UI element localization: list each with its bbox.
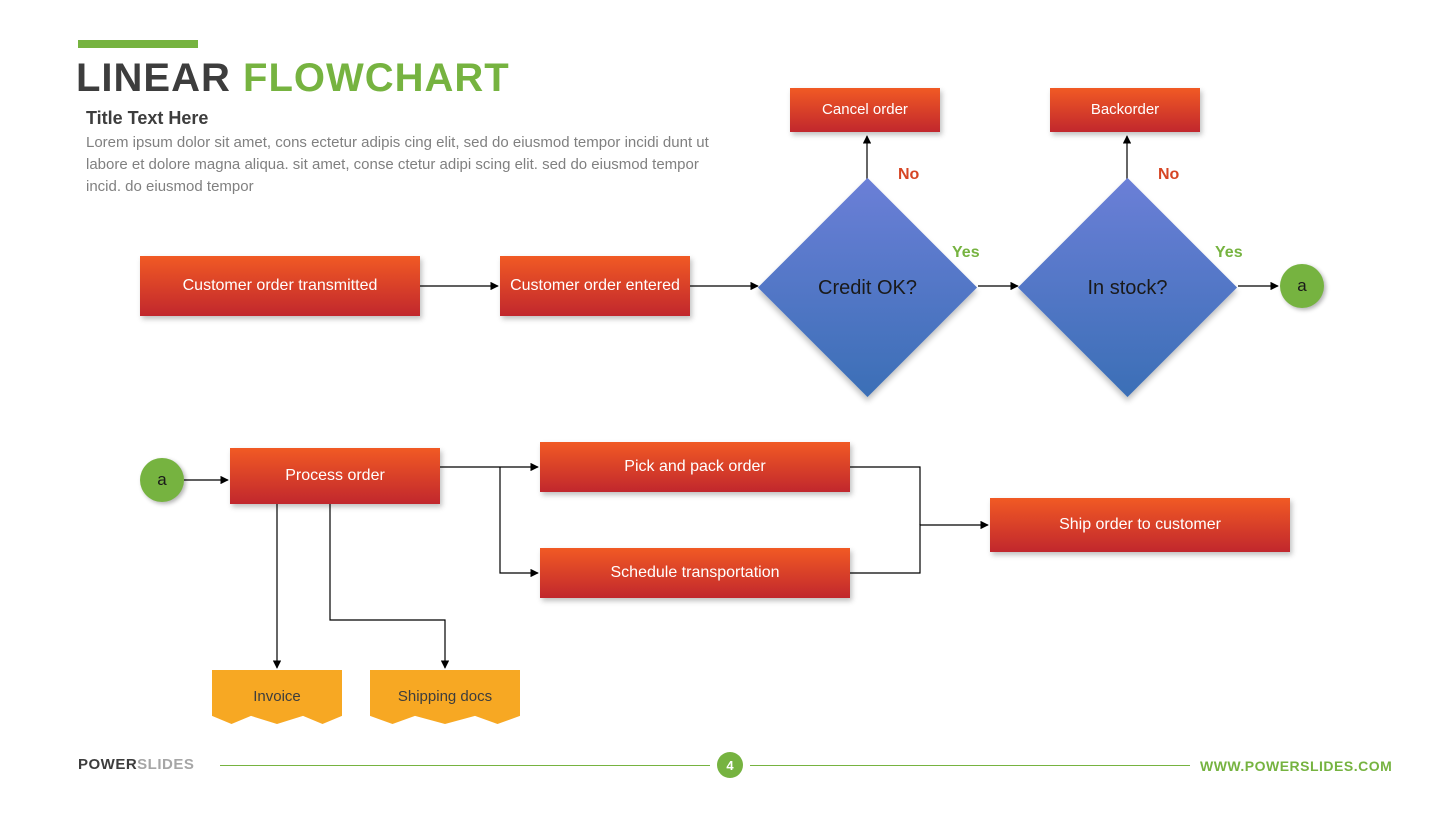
node-customer-order-entered: Customer order entered: [500, 256, 690, 316]
brand-part-1: POWER: [78, 756, 137, 773]
node-label: Credit OK?: [818, 276, 917, 300]
node-ship-order: Ship order to customer: [990, 498, 1290, 552]
edge-label-yes-1: Yes: [952, 244, 980, 262]
node-shipping-docs: Shipping docs: [370, 670, 520, 724]
node-label: Backorder: [1091, 101, 1159, 120]
node-label: Invoice: [253, 688, 301, 707]
node-credit-ok: Credit OK?: [790, 210, 945, 365]
node-label: Shipping docs: [398, 688, 492, 707]
node-customer-order-transmitted: Customer order transmitted: [140, 256, 420, 316]
node-label: Ship order to customer: [1059, 515, 1221, 535]
node-label: Process order: [285, 466, 385, 486]
title-word-1: LINEAR: [76, 56, 231, 100]
edge-label-yes-2: Yes: [1215, 244, 1243, 262]
connector-label: a: [157, 470, 166, 490]
node-schedule-transportation: Schedule transportation: [540, 548, 850, 598]
slide-title: LINEAR FLOWCHART: [76, 56, 510, 101]
slide: LINEAR FLOWCHART Title Text Here Lorem i…: [0, 0, 1450, 814]
accent-bar: [78, 40, 198, 48]
footer-url: WWW.POWERSLIDES.COM: [1200, 758, 1392, 774]
connector-label: a: [1297, 276, 1306, 296]
node-pick-and-pack: Pick and pack order: [540, 442, 850, 492]
node-invoice: Invoice: [212, 670, 342, 724]
title-word-2: FLOWCHART: [243, 56, 510, 100]
page-number-text: 4: [726, 758, 733, 773]
brand-part-2: SLIDES: [137, 756, 194, 773]
node-backorder: Backorder: [1050, 88, 1200, 132]
edge-label-no-1: No: [898, 166, 919, 184]
footer-brand: POWERSLIDES: [78, 756, 194, 773]
node-label: Customer order entered: [510, 276, 680, 296]
subtitle: Title Text Here: [86, 108, 208, 129]
node-in-stock: In stock?: [1050, 210, 1205, 365]
connector-a-end: a: [1280, 264, 1324, 308]
node-label: Cancel order: [822, 101, 908, 120]
node-cancel-order: Cancel order: [790, 88, 940, 132]
connector-a-start: a: [140, 458, 184, 502]
footer-line-right: [750, 765, 1190, 766]
node-label: Schedule transportation: [611, 563, 780, 583]
footer-line-left: [220, 765, 710, 766]
node-label: Pick and pack order: [624, 457, 765, 477]
edge-label-no-2: No: [1158, 166, 1179, 184]
page-number: 4: [717, 752, 743, 778]
body-text: Lorem ipsum dolor sit amet, cons ectetur…: [86, 132, 726, 197]
node-label: Customer order transmitted: [183, 276, 378, 296]
node-label: In stock?: [1087, 276, 1167, 300]
node-process-order: Process order: [230, 448, 440, 504]
